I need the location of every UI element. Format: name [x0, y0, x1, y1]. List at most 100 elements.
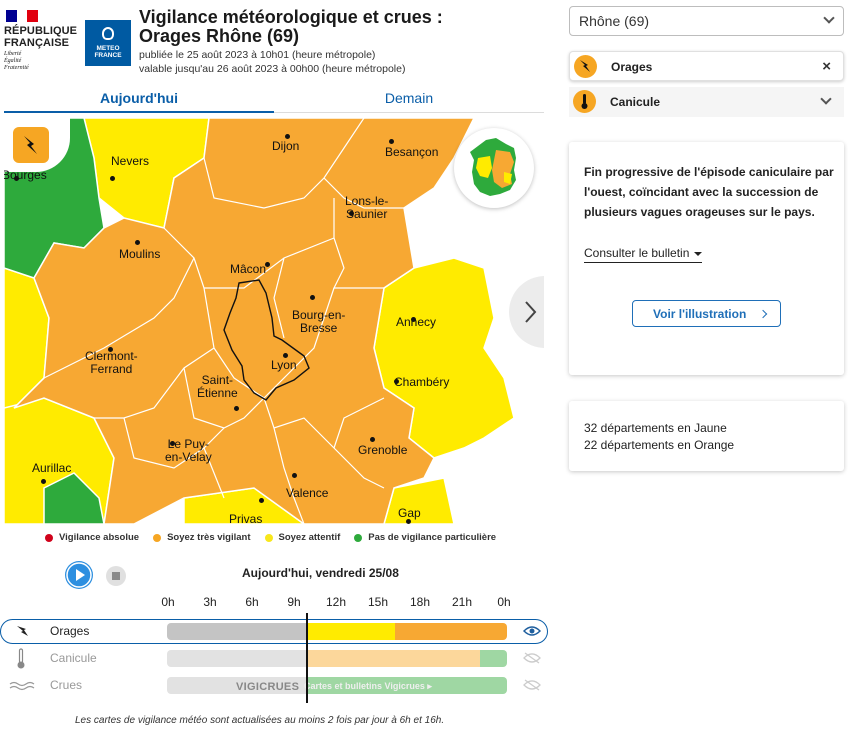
active-risk-panel	[4, 118, 70, 172]
current-time-marker[interactable]	[306, 613, 308, 703]
stat-yellow: 32 départements en Jaune	[584, 421, 727, 435]
legend: Vigilance absolue Soyez très vigilant So…	[45, 532, 496, 543]
illustration-button[interactable]: Voir l'illustration	[632, 300, 781, 327]
risk-orages[interactable]: Orages ×	[569, 51, 844, 81]
legend-red-dot	[45, 533, 53, 542]
hour-label: 21h	[451, 595, 473, 609]
french-flag-icon	[6, 10, 39, 22]
waves-icon	[9, 681, 35, 691]
city-dot-clermont-ferrand	[108, 347, 113, 352]
france-mini-map[interactable]	[454, 128, 534, 208]
hour-label: 12h	[325, 595, 347, 609]
city-label-gap: Gap	[398, 506, 421, 520]
thunderstorm-risk-button[interactable]	[13, 127, 49, 163]
tab-divider	[274, 112, 544, 113]
tab-tomorrow[interactable]: Demain	[384, 90, 434, 106]
city-label-saint-tienne: Saint- Étienne	[197, 373, 238, 400]
timeline-bar-orages[interactable]	[167, 623, 507, 640]
departments-map	[4, 118, 515, 524]
city-label-clermont-ferrand: Clermont- Ferrand	[85, 349, 138, 376]
department-borders	[43, 118, 404, 524]
timeline-segment	[167, 677, 307, 694]
city-dot-besan-on	[389, 139, 394, 144]
city-label-grenoble: Grenoble	[358, 443, 408, 457]
legend-item-green: Pas de vigilance particulière	[354, 532, 496, 543]
thunderstorm-icon	[24, 136, 37, 154]
city-label-bourg-en-bresse: Bourg-en- Bresse	[292, 308, 346, 335]
header: RÉPUBLIQUE FRANÇAISE Liberté Égalité Fra…	[0, 0, 560, 82]
city-dot-valence	[292, 473, 297, 478]
risk-orages-label: Orages	[611, 60, 653, 74]
city-label-bourges: Bourges	[4, 168, 47, 182]
row-label-orages[interactable]: Orages	[50, 624, 90, 638]
legend-green-dot	[354, 533, 363, 542]
hour-label: 18h	[409, 595, 431, 609]
meteo-france-logo: METEO FRANCE	[85, 20, 131, 66]
rhone-outline	[223, 279, 310, 401]
thunderstorm-icon	[574, 55, 597, 78]
play-button[interactable]	[65, 561, 93, 589]
timeline-segment	[306, 650, 480, 667]
city-label-aurillac: Aurillac	[32, 461, 72, 475]
city-dot-lons-le-saunier	[349, 211, 354, 216]
eye-off-icon[interactable]	[523, 679, 541, 691]
eye-icon[interactable]	[523, 625, 541, 637]
timeline-segment	[394, 623, 507, 640]
published-date: publiée le 25 août 2023 à 10h01 (heure m…	[139, 49, 376, 61]
hour-label: 9h	[287, 595, 301, 609]
publication-info: publiée le 25 août 2023 à 10h01 (heure m…	[139, 48, 405, 76]
chevron-right-icon	[525, 301, 537, 323]
row-label-canicule[interactable]: Canicule	[50, 651, 97, 665]
row-label-crues[interactable]: Crues	[50, 678, 83, 692]
region-green-south	[43, 472, 105, 524]
city-label-besan-on: Besançon	[385, 145, 439, 159]
timeline-bar-canicule[interactable]	[167, 650, 507, 667]
republique-francaise-logo: RÉPUBLIQUE FRANÇAISE Liberté Égalité Fra…	[4, 10, 78, 72]
legend-item-red: Vigilance absolue	[45, 532, 139, 543]
city-label-le-puy-en-velay: Le Puy-en-Velay	[165, 437, 212, 464]
page-title: Vigilance météorologique et crues : Orag…	[139, 7, 443, 46]
city-dot-dijon	[285, 134, 290, 139]
thunderstorm-icon	[17, 626, 28, 636]
bulletin-summary: Fin progressive de l'épisode caniculaire…	[584, 165, 834, 219]
droplet-icon	[102, 27, 114, 40]
eye-off-icon[interactable]	[523, 652, 541, 664]
chevron-down-icon	[823, 12, 835, 24]
rf-name-line2: FRANÇAISE	[4, 37, 70, 49]
tab-today[interactable]: Aujourd'hui	[100, 90, 178, 106]
timeline-segment	[167, 650, 307, 667]
legend-item-yellow: Soyez attentif	[264, 532, 340, 543]
map-next-button[interactable]	[509, 276, 544, 348]
vigilance-map[interactable]: Bourges Nevers Dijon Besançon Lons-le- Saunie…	[4, 118, 544, 524]
chevron-down-icon	[820, 93, 832, 105]
department-select[interactable]: Rhône (69)	[569, 6, 844, 36]
timeline-bar-crues[interactable]	[167, 677, 507, 694]
region-orange-center	[13, 118, 475, 524]
stats-card: 32 départements en Jaune 22 départements…	[569, 401, 844, 471]
thermometer-icon	[17, 648, 25, 669]
bulletin-card: Fin progressive de l'épisode caniculaire…	[569, 142, 844, 375]
city-label-valence: Valence	[286, 486, 329, 500]
vigicrues-link[interactable]: Cartes et bulletins Vigicrues ▸	[304, 681, 432, 691]
risk-canicule-label: Canicule	[610, 95, 661, 109]
city-label-chamb-ry: Chambéry	[394, 375, 450, 389]
legend-yellow-dot	[264, 533, 273, 542]
legend-orange-dot	[153, 533, 162, 542]
bulletin-dropdown[interactable]: Consulter le bulletin	[584, 246, 703, 263]
city-dot-gap	[406, 519, 411, 524]
legend-item-orange: Soyez très vigilant	[153, 532, 251, 543]
city-dot-privas	[259, 498, 264, 503]
close-icon[interactable]: ×	[822, 58, 831, 75]
stat-orange: 22 départements en Orange	[584, 438, 735, 452]
city-label-privas: Privas	[229, 512, 263, 525]
france-mini-map-icon	[470, 138, 516, 196]
city-dot-le-puy-en-velay	[170, 441, 175, 446]
rf-name-line1: RÉPUBLIQUE	[4, 25, 78, 37]
risk-canicule[interactable]: Canicule	[569, 87, 844, 117]
stop-button[interactable]	[106, 566, 126, 586]
rf-motto: Liberté Égalité Fraternité	[4, 51, 29, 71]
city-dot-aurillac	[41, 479, 46, 484]
thermometer-icon	[573, 90, 596, 113]
validity-date: valable jusqu'au 26 août 2023 à 00h00 (h…	[139, 63, 406, 75]
city-label-lons-le-saunier: Lons-le- Saunier	[345, 194, 389, 221]
